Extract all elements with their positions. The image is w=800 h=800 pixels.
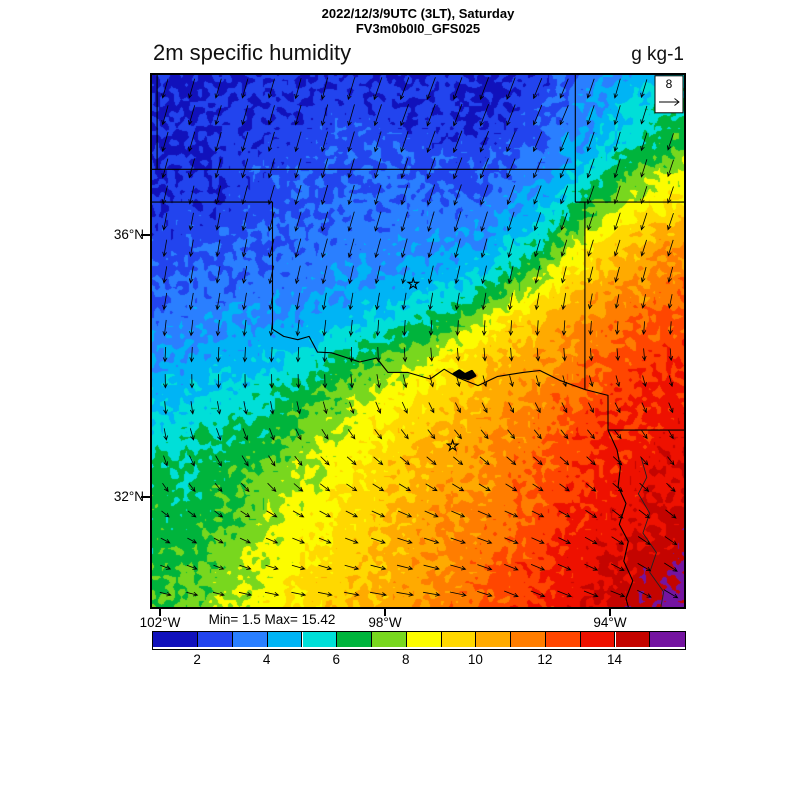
lat-tick bbox=[141, 495, 150, 498]
lake-texoma bbox=[452, 369, 477, 381]
lat-tick bbox=[141, 233, 150, 236]
state-border-red-river-border bbox=[272, 328, 586, 391]
colorbar bbox=[152, 631, 686, 650]
map-frame: 8 bbox=[150, 73, 686, 609]
colorbar-tick-label: 12 bbox=[537, 652, 553, 667]
map-overlay-svg bbox=[152, 75, 684, 607]
colorbar-tick-label: 4 bbox=[262, 652, 271, 667]
colorbar-tick-label: 14 bbox=[606, 652, 623, 667]
state-border-texas-louisiana bbox=[607, 429, 634, 607]
units-label: g kg-1 bbox=[631, 44, 684, 65]
lat-label-32n: 32°N bbox=[113, 489, 144, 504]
colorbar-segment bbox=[233, 632, 268, 647]
lon-label-102w: 102°W bbox=[139, 615, 181, 630]
colorbar-tick-label: 10 bbox=[467, 652, 483, 667]
city-star-oklahoma-city bbox=[406, 276, 421, 290]
lon-tick bbox=[384, 609, 387, 616]
colorbar-segment bbox=[406, 632, 442, 647]
wind-ref-box bbox=[654, 75, 684, 114]
lon-label-98w: 98°W bbox=[368, 615, 402, 630]
header-model: FV3m0b0I0_GFS025 bbox=[355, 21, 481, 36]
colorbar-tick-label: 2 bbox=[193, 652, 201, 667]
lon-label-94w: 94°W bbox=[593, 615, 627, 630]
wind-vectors bbox=[159, 77, 679, 599]
river-red-river-louisiana bbox=[637, 457, 665, 607]
colorbar-segment bbox=[198, 632, 233, 647]
colorbar-segment bbox=[441, 632, 477, 647]
city-star-dallas bbox=[445, 438, 460, 452]
lat-label-36n: 36°N bbox=[113, 227, 144, 242]
colorbar-segment bbox=[545, 632, 581, 647]
colorbar-tick-label: 8 bbox=[402, 652, 410, 667]
state-border-texas-arkansas bbox=[584, 388, 609, 431]
colorbar-tick-label: 6 bbox=[332, 652, 341, 667]
lon-tick bbox=[158, 609, 161, 616]
colorbar-segment bbox=[476, 632, 512, 647]
wind-ref-arrow bbox=[659, 98, 680, 106]
state-border-oklahoma-arkansas bbox=[575, 201, 586, 390]
colorbar-segment bbox=[153, 632, 199, 647]
chart-title: 2m specific humidity bbox=[153, 40, 352, 65]
colorbar-segment bbox=[267, 632, 303, 647]
colorbar-segment bbox=[650, 632, 685, 647]
header-datetime: 2022/12/3/9UTC (3LT), Saturday bbox=[321, 6, 515, 21]
colorbar-segment bbox=[372, 632, 407, 647]
colorbar-segment bbox=[302, 632, 338, 647]
colorbar-segment bbox=[337, 632, 373, 647]
humidity-field-canvas bbox=[152, 75, 684, 607]
colorbar-segment bbox=[615, 632, 651, 647]
colorbar-segment bbox=[580, 632, 616, 647]
min-max-label: Min= 1.5 Max= 15.42 bbox=[208, 612, 336, 627]
colorbar-segment bbox=[511, 632, 546, 647]
wind-ref-value: 8 bbox=[665, 77, 673, 91]
lon-tick bbox=[609, 609, 612, 616]
